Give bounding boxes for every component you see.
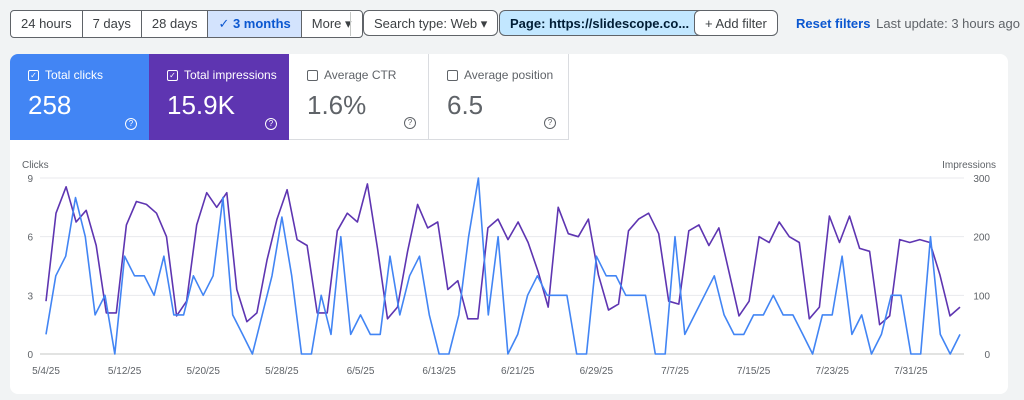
y-left-tick-label: 3: [27, 291, 33, 302]
x-tick-label: 7/15/25: [737, 366, 771, 377]
checkbox-checked-icon[interactable]: ✓: [167, 69, 178, 81]
y-right-axis-title: Impressions: [942, 160, 996, 171]
filter-toolbar: 24 hours 7 days 28 days ✓ 3 months More …: [0, 0, 1024, 48]
range-3-months[interactable]: ✓ 3 months: [208, 11, 302, 37]
help-icon[interactable]: ?: [404, 117, 416, 129]
date-range-selector: 24 hours 7 days 28 days ✓ 3 months More …: [10, 10, 363, 38]
metric-total-impressions[interactable]: ✓ Total impressions 15.9K ?: [149, 54, 289, 140]
range-more-label: More: [311, 16, 342, 31]
last-update-text: Last update: 3 hours ago: [876, 16, 1020, 31]
x-tick-label: 6/29/25: [580, 366, 614, 377]
y-right-tick-label: 300: [973, 174, 990, 185]
search-type-filter[interactable]: Search type: Web ▾: [363, 10, 499, 36]
performance-card: ✓ Total clicks 258 ? ✓ Total impressions 1…: [10, 54, 1008, 394]
range-24-hours[interactable]: 24 hours: [11, 11, 83, 37]
dropdown-arrow-icon: ▾: [345, 16, 352, 31]
metric-value: 15.9K: [167, 90, 235, 120]
x-tick-label: 7/31/25: [894, 366, 928, 377]
x-tick-label: 5/28/25: [265, 366, 299, 377]
page-filter-label: Page: https://slidescope.co...: [510, 16, 690, 31]
range-more-dropdown[interactable]: More ▾: [302, 11, 362, 37]
add-filter-button[interactable]: + Add filter: [694, 10, 778, 36]
x-tick-label: 6/21/25: [501, 366, 535, 377]
y-right-tick-label: 0: [984, 350, 990, 361]
plus-icon: +: [705, 16, 713, 31]
toolbar-divider: [350, 12, 351, 36]
metric-label: Total impressions: [184, 68, 277, 82]
metric-label: Average position: [464, 68, 554, 82]
range-7-days[interactable]: 7 days: [83, 11, 142, 37]
metric-value: 258: [28, 90, 72, 120]
y-right-tick-label: 100: [973, 291, 990, 302]
range-28-days[interactable]: 28 days: [142, 11, 209, 37]
y-left-tick-label: 6: [27, 233, 33, 244]
metric-average-position[interactable]: Average position 6.5 ?: [429, 54, 569, 140]
x-tick-label: 6/13/25: [422, 366, 456, 377]
clicks-series-line: [45, 177, 961, 355]
y-right-tick-label: 200: [973, 233, 990, 244]
add-filter-label: Add filter: [715, 16, 767, 31]
impressions-series-line: [45, 183, 961, 326]
checkbox-empty-icon[interactable]: [447, 69, 458, 81]
reset-filters-link[interactable]: Reset filters: [796, 16, 871, 31]
x-tick-label: 6/5/25: [347, 366, 375, 377]
checkbox-checked-icon[interactable]: ✓: [28, 69, 39, 81]
x-tick-label: 5/12/25: [108, 366, 142, 377]
metric-total-clicks[interactable]: ✓ Total clicks 258 ?: [10, 54, 149, 140]
help-icon[interactable]: ?: [125, 118, 137, 130]
x-tick-label: 5/4/25: [32, 366, 60, 377]
x-tick-label: 7/7/25: [661, 366, 689, 377]
metric-value: 1.6%: [307, 90, 367, 120]
y-left-tick-label: 0: [27, 350, 33, 361]
range-3-months-label: 3 months: [232, 16, 291, 31]
dropdown-arrow-icon: ▾: [480, 16, 488, 31]
metric-average-ctr[interactable]: Average CTR 1.6% ?: [289, 54, 429, 140]
search-type-label: Search type: Web: [374, 16, 478, 31]
y-left-axis-title: Clicks: [22, 160, 49, 171]
metric-value: 6.5: [447, 90, 484, 120]
metric-label: Average CTR: [324, 68, 397, 82]
metric-label: Total clicks: [45, 68, 104, 82]
y-left-tick-label: 9: [27, 174, 33, 185]
x-tick-label: 7/23/25: [816, 366, 850, 377]
help-icon[interactable]: ?: [544, 117, 556, 129]
x-tick-label: 5/20/25: [187, 366, 221, 377]
checkbox-empty-icon[interactable]: [307, 69, 318, 81]
help-icon[interactable]: ?: [265, 118, 277, 130]
check-icon: ✓: [218, 16, 233, 31]
